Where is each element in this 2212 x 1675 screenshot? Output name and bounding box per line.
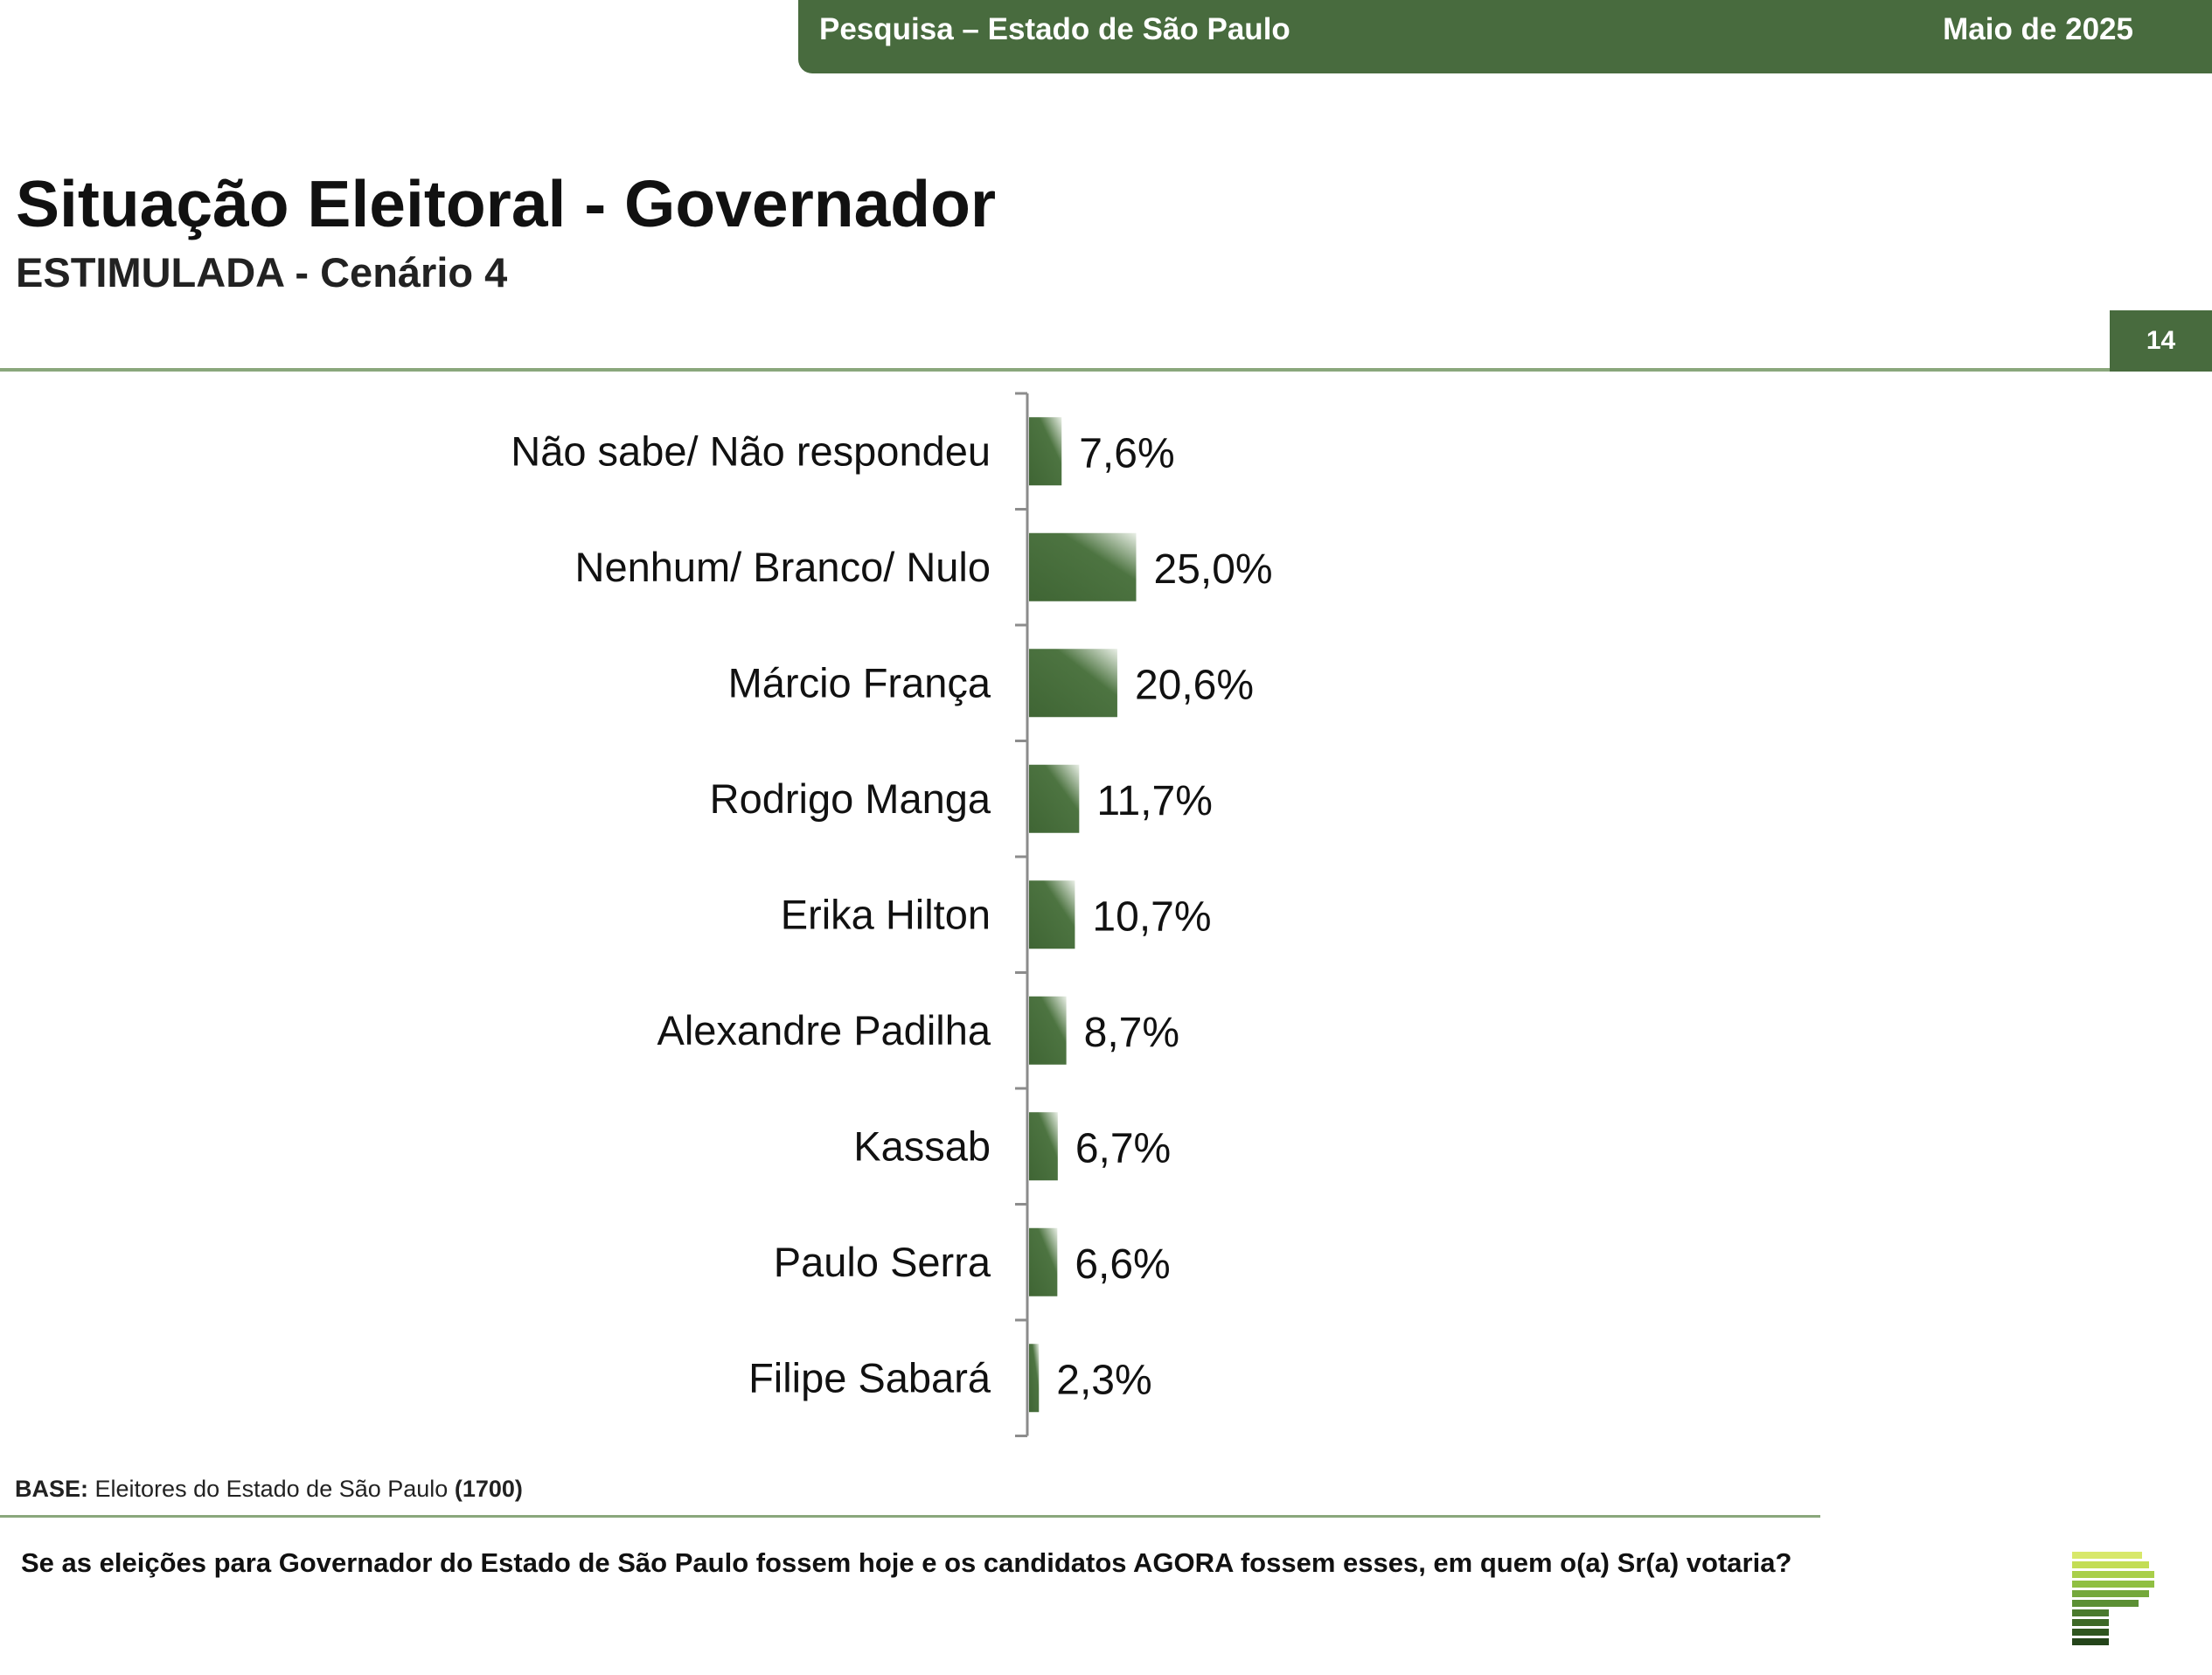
data-label: 11,7% xyxy=(1096,778,1213,824)
brand-logo-icon xyxy=(2072,1552,2154,1645)
data-label: 6,6% xyxy=(1075,1241,1170,1288)
bar xyxy=(1029,417,1062,486)
bar xyxy=(1029,649,1117,718)
data-label: 7,6% xyxy=(1079,430,1174,476)
base-label: BASE: xyxy=(15,1476,89,1502)
footer-divider xyxy=(0,1515,1820,1518)
bar xyxy=(1029,1344,1040,1413)
header-bar: Pesquisa – Estado de São Paulo Maio de 2… xyxy=(798,0,2212,73)
bar xyxy=(1029,532,1137,601)
header-divider xyxy=(0,368,2110,372)
data-label: 8,7% xyxy=(1084,1010,1179,1056)
survey-date: Maio de 2025 xyxy=(1943,12,2133,46)
base-note: BASE: Eleitores do Estado de São Paulo (… xyxy=(15,1476,523,1503)
bar xyxy=(1029,1112,1058,1181)
base-text: Eleitores do Estado de São Paulo xyxy=(94,1476,449,1502)
bar xyxy=(1029,996,1067,1065)
bar xyxy=(1029,880,1075,949)
category-label: Nenhum/ Branco/ Nulo xyxy=(575,544,991,590)
category-label: Alexandre Padilha xyxy=(657,1007,991,1053)
bar-chart: Não sabe/ Não respondeu 7,6% Nenhum/ Branc… xyxy=(511,392,1273,1437)
category-label: Kassab xyxy=(853,1122,991,1169)
data-label: 20,6% xyxy=(1135,662,1254,708)
category-label: Erika Hilton xyxy=(781,891,991,937)
page-number: 14 xyxy=(2110,310,2212,372)
base-count: (1700) xyxy=(454,1476,523,1502)
data-label: 2,3% xyxy=(1056,1357,1151,1403)
survey-question: Se as eleições para Governador do Estado… xyxy=(21,1547,1792,1578)
category-label: Rodrigo Manga xyxy=(710,775,991,822)
survey-name: Pesquisa – Estado de São Paulo xyxy=(819,12,1290,46)
page-subtitle: ESTIMULADA - Cenário 4 xyxy=(16,249,508,295)
category-label: Paulo Serra xyxy=(774,1239,991,1285)
category-label: Filipe Sabará xyxy=(748,1354,991,1400)
category-label: Márcio França xyxy=(728,659,991,705)
data-label: 25,0% xyxy=(1154,546,1273,593)
category-label: Não sabe/ Não respondeu xyxy=(511,427,991,474)
page-title: Situação Eleitoral - Governador xyxy=(16,167,997,240)
data-label: 6,7% xyxy=(1075,1125,1171,1171)
data-label: 10,7% xyxy=(1092,893,1211,940)
bar xyxy=(1029,1227,1058,1296)
bar xyxy=(1029,764,1080,833)
